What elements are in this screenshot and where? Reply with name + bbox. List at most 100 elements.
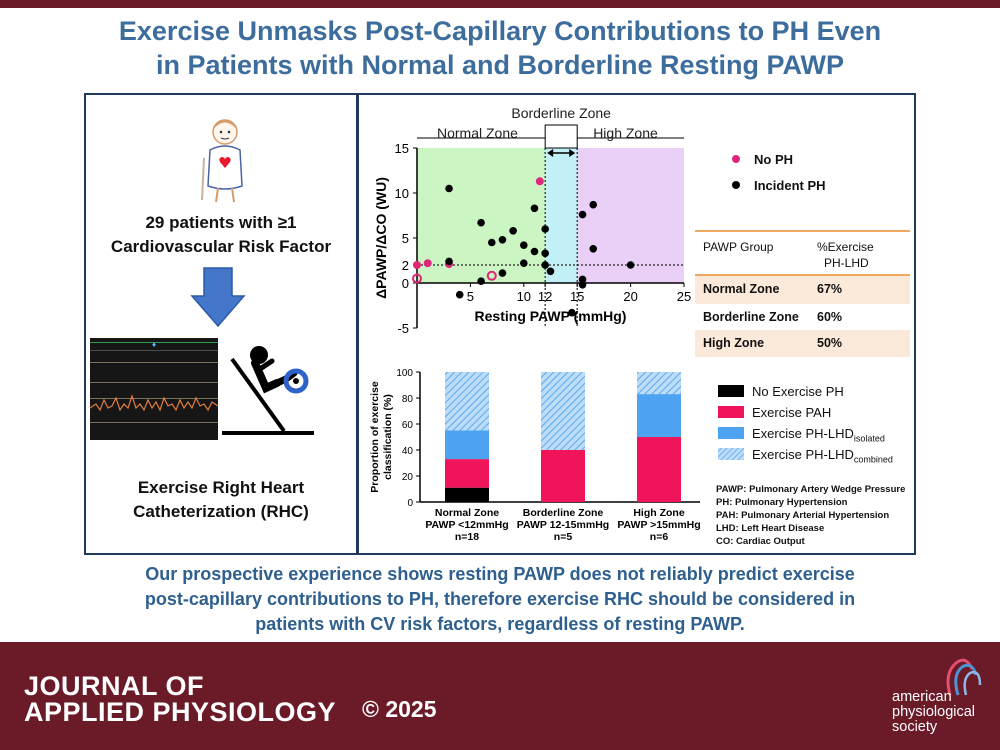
incident-ph-point (509, 227, 517, 235)
incident-ph-point (498, 269, 507, 277)
bar-category-label: Borderline Zone (523, 507, 604, 519)
y-tick-label: 0 (402, 276, 409, 291)
conclusion-line-2: post-capillary contributions to PH, ther… (144, 589, 856, 609)
incident-ph-point (498, 236, 507, 244)
copyright: © 2025 (362, 696, 437, 722)
zone-region (577, 148, 684, 283)
zone-region (545, 148, 578, 283)
bar-y-tick-label: 80 (402, 394, 414, 405)
incident-ph-point (568, 308, 576, 317)
journal-title-line-2: APPLIED PHYSIOLOGY (24, 697, 337, 727)
society-logo-icon (946, 658, 982, 696)
bar-category-pawp-label: PAWP <12mmHg (425, 519, 508, 531)
row-group: High Zone (703, 336, 765, 350)
incident-ph-point (477, 277, 485, 285)
no-ph-point (535, 177, 544, 186)
incident-ph-point (541, 261, 549, 269)
society-name: american physiological society (892, 690, 975, 735)
normal-zone-label: Normal Zone (437, 125, 518, 141)
patient-figure-icon (201, 119, 243, 203)
page-title: Exercise Unmasks Post-Capillary Contribu… (0, 14, 1000, 82)
bar-segment-no-exercise-ph (445, 487, 489, 502)
header-ph-lhd: PH-LHD (824, 256, 869, 270)
bar-category-n-label: n=18 (455, 531, 479, 543)
bar-category-pawp-label: PAWP >15mmHg (617, 519, 700, 531)
incident-ph-point (626, 261, 635, 269)
y-tick-label: 15 (395, 141, 409, 156)
patients-line-2: Cardiovascular Risk Factor (110, 237, 332, 256)
incident-ph-point (541, 249, 549, 258)
hemodynamic-monitor-image: ♦ (90, 338, 218, 440)
abbreviation-co: CO: Cardiac Output (716, 536, 805, 547)
incident-ph-point (445, 184, 453, 193)
title-line-1: Exercise Unmasks Post-Capillary Contribu… (118, 16, 882, 46)
bar-y-tick-label: 40 (402, 446, 414, 457)
bar-segment-ph-lhd-combined (541, 372, 585, 450)
incident-ph-point (578, 210, 587, 219)
scatter-legend-markers (732, 155, 740, 189)
header-exercise: %Exercise (817, 240, 874, 254)
abbreviation-ph: PH: Pulmonary Hypertension (716, 497, 848, 508)
y-tick-label: 2 (402, 258, 409, 273)
legend-swatch-ph-lhd-isolated (718, 427, 744, 439)
incident-ph-point (520, 241, 528, 249)
bar-segment-exercise-pah (637, 437, 681, 502)
borderline-arrow-left-head (547, 149, 554, 157)
rhc-label: Exercise Right Heart Catheterization (RH… (90, 476, 352, 524)
patients-line-1: 29 patients with ≥1 (145, 213, 297, 232)
rhc-line-2: Catheterization (RHC) (133, 502, 309, 521)
incident-ph-point (520, 259, 528, 267)
bar-segment-exercise-pah (541, 450, 585, 502)
no-ph-point-open (412, 273, 422, 284)
no-ph-point-open (486, 270, 497, 281)
abbreviation-pawp: PAWP: Pulmonary Artery Wedge Pressure (716, 484, 906, 495)
high-zone-label: High Zone (593, 125, 658, 141)
x-tick-label: 15 (570, 289, 584, 304)
stacked-bar-chart: 0 20 40 60 80 100 Proportion of exercise classi… (369, 368, 701, 543)
bar-legend-swatches (718, 385, 744, 460)
panel-divider (356, 93, 359, 555)
bar-y-axis-title-2: classification (%) (382, 394, 394, 480)
rhc-line-1: Exercise Right Heart (137, 478, 305, 497)
row-pct: 60% (817, 310, 843, 324)
footer-bar (0, 642, 1000, 750)
incident-ph-point (589, 245, 598, 253)
y-tick-label: 10 (395, 186, 409, 201)
no-ph-point (413, 261, 421, 269)
incident-ph-point (589, 200, 598, 209)
row-pct: 50% (817, 336, 843, 350)
down-arrow-icon (190, 267, 246, 328)
incident-ph-point (455, 290, 464, 299)
bar-category-pawp-label: PAWP 12-15mmHg (517, 519, 609, 531)
bar-segment-exercise-pah (445, 459, 489, 488)
top-accent-bar (0, 0, 1000, 8)
incident-ph-point (530, 247, 539, 256)
abbreviation-lhd: LHD: Left Heart Disease (716, 523, 825, 534)
bar-category-label: High Zone (633, 507, 684, 519)
conclusion-text: Our prospective experience shows resting… (84, 562, 916, 637)
society-line-1: american (892, 689, 952, 705)
incident-ph-point (546, 267, 555, 276)
bar-segment-ph-lhd-combined (445, 372, 489, 431)
legend-no-ph-marker (732, 155, 740, 163)
legend-no-exercise-ph: No Exercise PH (752, 384, 844, 399)
x-tick-label: 20 (623, 289, 637, 304)
legend-ph-lhd-combined-main: Exercise PH-LHD (752, 447, 854, 462)
borderline-arrow-right-head (569, 149, 576, 157)
no-ph-point (423, 259, 432, 268)
row-group: Borderline Zone (703, 310, 799, 324)
x-tick-label: 5 (467, 289, 474, 304)
row-pct: 67% (817, 282, 843, 296)
legend-incident-ph: Incident PH (754, 178, 826, 193)
legend-ph-lhd-combined: Exercise PH-LHDcombined (752, 447, 893, 465)
legend-no-ph: No PH (754, 152, 793, 167)
incident-ph-point (541, 225, 549, 233)
incident-ph-point (578, 275, 587, 284)
borderline-zone-box (544, 124, 578, 149)
bar-category-n-label: n=6 (650, 531, 669, 543)
incident-ph-point (530, 204, 539, 213)
patients-label: 29 patients with ≥1 Cardiovascular Risk … (90, 211, 352, 259)
bar-y-axis-title-1: Proportion of exercise (369, 381, 381, 493)
legend-ph-lhd-isolated: Exercise PH-LHDisolated (752, 426, 885, 444)
